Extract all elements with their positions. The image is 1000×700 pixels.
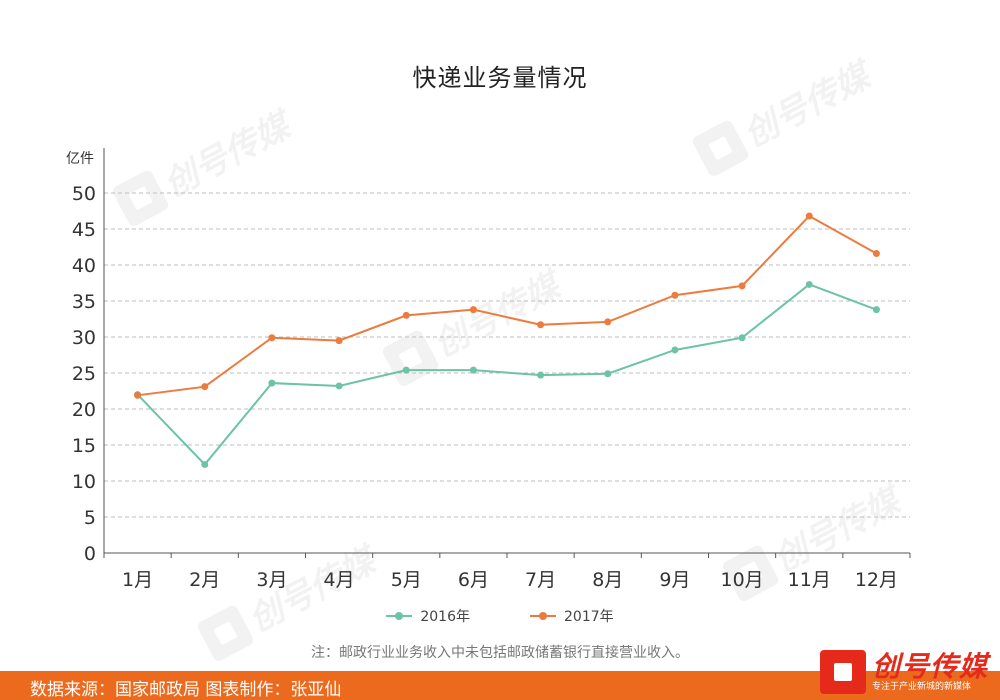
x-tick-label: 2月 [189, 569, 220, 591]
data-point [335, 337, 343, 345]
brand-name: 创号传媒 [871, 649, 988, 683]
y-tick-label: 45 [72, 219, 96, 241]
x-tick-label: 11月 [788, 569, 831, 591]
y-tick-label: 10 [72, 471, 96, 493]
data-point [268, 379, 276, 387]
data-point [738, 334, 746, 342]
data-point [604, 370, 612, 378]
legend-swatch-2016 [386, 611, 413, 621]
data-point [469, 306, 477, 314]
x-tick-label: 1月 [122, 569, 153, 591]
legend-swatch-2017 [530, 611, 556, 621]
x-tick-label: 10月 [720, 569, 763, 591]
y-tick-label: 15 [72, 435, 96, 457]
data-point [134, 391, 142, 399]
data-point [469, 366, 477, 374]
x-tick-label: 6月 [458, 569, 489, 591]
data-point [671, 291, 679, 299]
x-tick-label: 9月 [659, 569, 690, 591]
data-point [738, 282, 746, 290]
y-tick-label: 35 [72, 291, 96, 313]
y-tick-label: 50 [72, 183, 96, 205]
data-source: 数据来源：国家邮政局 图表制作：张亚仙 [30, 680, 342, 700]
brand-cube-icon [819, 650, 866, 694]
y-tick-label: 25 [72, 363, 96, 385]
x-tick-label: 5月 [391, 569, 422, 591]
data-point [335, 382, 343, 390]
y-tick-label: 20 [72, 399, 96, 421]
data-point [537, 371, 545, 379]
x-tick-label: 3月 [256, 569, 287, 591]
brand-logo: 创号传媒 专注于产业新城的新媒体 [819, 649, 988, 694]
x-tick-label: 8月 [592, 569, 623, 591]
data-point [872, 306, 880, 314]
legend: 2016年 2017年 [0, 606, 1000, 626]
data-point [201, 383, 209, 391]
y-axis-unit: 亿件 [66, 151, 94, 167]
x-tick-label: 12月 [855, 569, 898, 591]
y-tick-label: 30 [72, 327, 96, 349]
data-point [805, 280, 813, 288]
footnote: 注：邮政行业业务收入中未包括邮政储蓄银行直接营业收入。 [311, 645, 689, 661]
legend-label-2016: 2016年 [420, 609, 470, 625]
data-point [201, 460, 209, 468]
x-tick-label: 4月 [324, 569, 355, 591]
data-point [805, 212, 813, 220]
x-tick-label: 7月 [525, 569, 556, 591]
data-point [402, 311, 410, 319]
data-point [604, 318, 612, 326]
y-tick-label: 5 [84, 507, 96, 529]
y-tick-label: 40 [72, 255, 96, 277]
data-point [671, 346, 679, 354]
data-point [872, 249, 880, 257]
legend-item-2016: 2016年 [386, 606, 470, 626]
data-point [402, 366, 410, 374]
series-line-2016年 [136, 283, 877, 466]
legend-label-2017: 2017年 [564, 609, 614, 625]
chart-title: 快递业务量情况 [412, 64, 588, 92]
series-line-2017年 [137, 214, 877, 397]
data-point [268, 334, 276, 342]
y-tick-label: 0 [84, 543, 96, 565]
data-point [537, 321, 545, 329]
legend-item-2017: 2017年 [530, 606, 614, 626]
brand-tagline: 专注于产业新城的新媒体 [871, 681, 971, 692]
